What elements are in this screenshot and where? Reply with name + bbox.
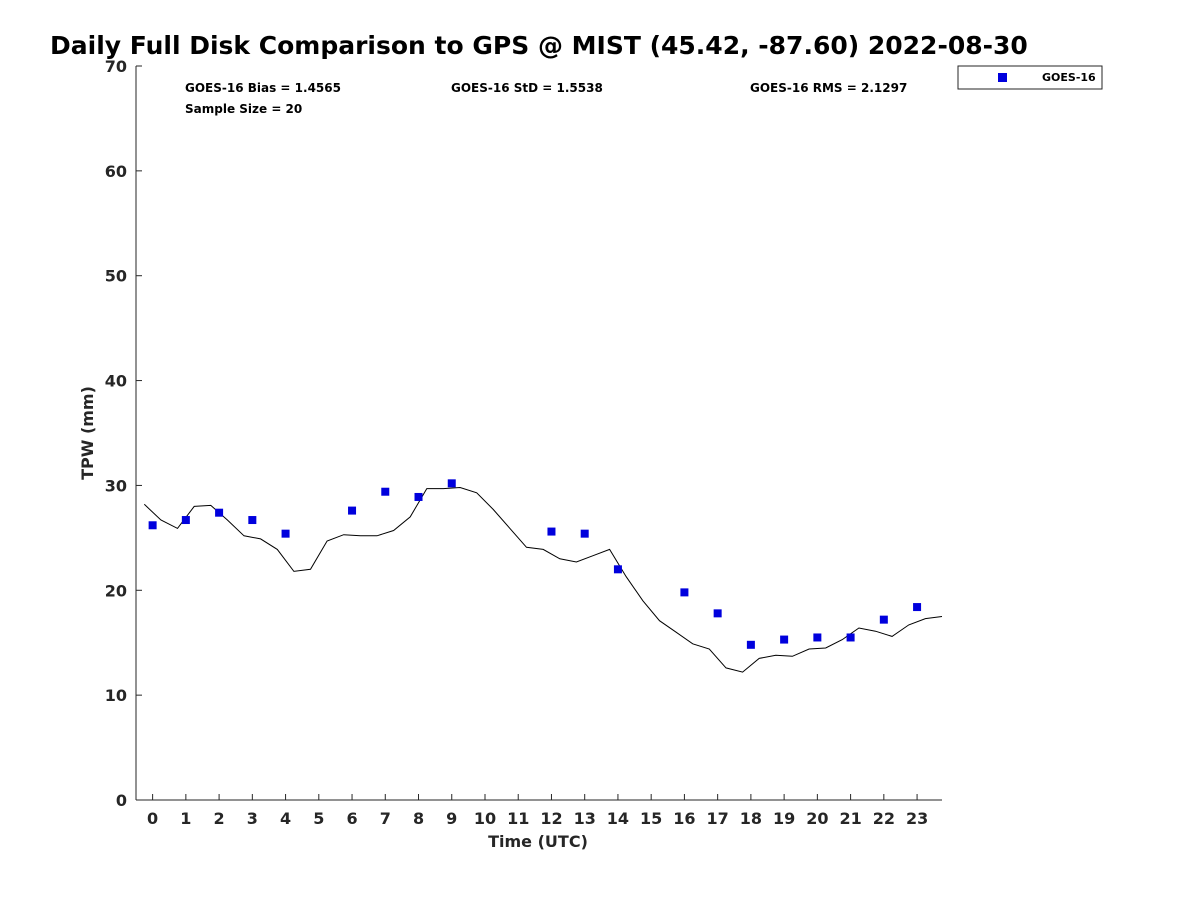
y-tick-label: 40: [105, 372, 127, 391]
x-tick-label: 9: [446, 809, 457, 828]
goes16-point: [746, 640, 755, 649]
goes16-point: [148, 521, 157, 530]
goes16-point: [447, 479, 456, 488]
legend-box: [957, 65, 1103, 90]
goes16-point: [846, 633, 855, 642]
goes16-point: [547, 527, 556, 536]
x-tick-label: 22: [873, 809, 895, 828]
goes16-point: [215, 508, 224, 517]
x-tick-label: 13: [574, 809, 596, 828]
x-tick-label: 16: [673, 809, 695, 828]
goes16-point: [281, 529, 290, 538]
goes16-point: [248, 516, 257, 525]
x-axis-ticks: 0 1 2 3 4 5 6 7 8 9 10 11 12 13 14 15 16 17 18 19 20 21 22 23: [147, 794, 928, 828]
goes16-point: [780, 635, 789, 644]
x-tick-label: 19: [773, 809, 795, 828]
std-stat: GOES-16 StD = 1.5538: [451, 81, 603, 95]
bias-stat: GOES-16 Bias = 1.4565: [185, 81, 341, 95]
x-tick-label: 20: [806, 809, 828, 828]
gps-line: [143, 486, 943, 673]
y-tick-label: 70: [105, 57, 127, 76]
x-tick-label: 11: [507, 809, 529, 828]
x-tick-label: 15: [640, 809, 662, 828]
y-axis-label: TPW (mm): [78, 386, 97, 480]
statistics-annotations: GOES-16 Bias = 1.4565 GOES-16 StD = 1.55…: [185, 81, 907, 116]
goes16-point: [713, 609, 722, 618]
goes16-series: [148, 479, 922, 649]
y-tick-label: 20: [105, 581, 127, 600]
goes16-point: [381, 487, 390, 496]
chart-title: Daily Full Disk Comparison to GPS @ MIST…: [50, 31, 1028, 60]
y-axis-ticks: 0 10 20 30 40 50 60 70: [105, 57, 142, 810]
x-tick-label: 7: [380, 809, 391, 828]
y-tick-label: 30: [105, 476, 127, 495]
x-tick-label: 12: [540, 809, 562, 828]
goes16-point: [879, 615, 888, 624]
goes16-point: [580, 529, 589, 538]
y-tick-label: 50: [105, 267, 127, 286]
goes16-point: [813, 633, 822, 642]
goes16-point: [613, 565, 622, 574]
x-tick-label: 17: [707, 809, 729, 828]
legend-marker: [998, 73, 1007, 82]
x-tick-label: 14: [607, 809, 629, 828]
x-tick-label: 10: [474, 809, 496, 828]
legend-label: GOES-16: [1042, 71, 1096, 84]
x-tick-label: 21: [839, 809, 861, 828]
x-tick-label: 23: [906, 809, 928, 828]
x-tick-label: 3: [247, 809, 258, 828]
x-tick-label: 18: [740, 809, 762, 828]
x-tick-label: 2: [214, 809, 225, 828]
y-tick-label: 60: [105, 162, 127, 181]
goes16-point: [348, 506, 357, 515]
x-tick-label: 0: [147, 809, 158, 828]
x-tick-label: 5: [313, 809, 324, 828]
goes16-point: [913, 603, 922, 612]
gps-series: [143, 486, 943, 673]
x-tick-label: 8: [413, 809, 424, 828]
goes16-point: [680, 588, 689, 597]
sample-size-stat: Sample Size = 20: [185, 102, 302, 116]
x-axis-label: Time (UTC): [488, 832, 588, 851]
rms-stat: GOES-16 RMS = 2.1297: [750, 81, 907, 95]
y-tick-label: 0: [116, 791, 127, 810]
x-tick-label: 6: [346, 809, 357, 828]
goes16-point: [414, 492, 423, 501]
x-tick-label: 1: [180, 809, 191, 828]
x-tick-label: 4: [280, 809, 291, 828]
goes16-point: [181, 516, 190, 525]
y-tick-label: 10: [105, 686, 127, 705]
legend: GOES-16: [957, 65, 1103, 90]
